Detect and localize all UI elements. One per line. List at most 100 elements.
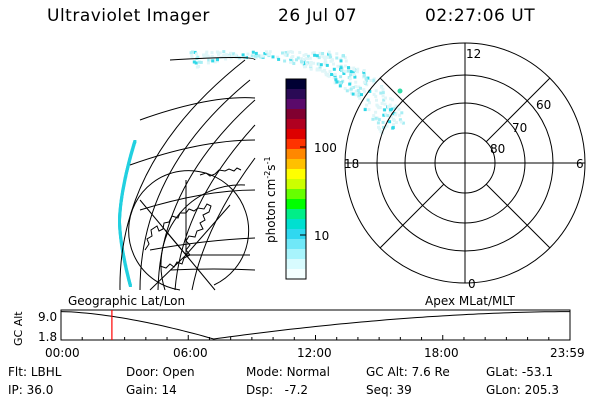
emission-pixel bbox=[354, 84, 358, 88]
emission-pixel bbox=[324, 60, 328, 64]
emission-pixel bbox=[206, 54, 210, 58]
longitude-curve bbox=[139, 97, 256, 121]
emission-pixel bbox=[377, 125, 380, 129]
emission-pixel bbox=[344, 59, 348, 63]
emission-pixel bbox=[343, 56, 347, 60]
emission-pixel bbox=[206, 61, 210, 65]
colorbar-tick-100: 100 bbox=[314, 141, 337, 155]
emission-pixel bbox=[371, 78, 375, 82]
emission-pixel bbox=[298, 51, 302, 54]
emission-pixel bbox=[394, 121, 398, 124]
emission-pixel bbox=[374, 89, 378, 93]
emission-pixel bbox=[326, 55, 330, 59]
emission-pixel bbox=[401, 121, 405, 125]
timeline-xtick-1: 06:00 bbox=[173, 346, 208, 360]
emission-pixel bbox=[364, 77, 368, 81]
instrument-title: Ultraviolet Imager bbox=[47, 6, 210, 26]
polar-circle bbox=[128, 170, 250, 291]
emission-pixel bbox=[327, 50, 331, 54]
emission-pixel bbox=[217, 53, 221, 57]
emission-pixel bbox=[254, 51, 258, 55]
emission-pixel bbox=[360, 93, 363, 97]
emission-pixel bbox=[328, 70, 332, 74]
colorbar-swatch bbox=[286, 239, 306, 250]
colorbar-swatch bbox=[286, 139, 306, 150]
emission-pixel bbox=[350, 91, 353, 95]
mlt-label-12: 12 bbox=[466, 47, 482, 61]
timeline-xtick-4: 23:59 bbox=[550, 346, 585, 360]
emission-pixel bbox=[218, 51, 222, 55]
status-ip: IP: 36.0 bbox=[8, 383, 54, 397]
timeline-xtick-2: 12:00 bbox=[297, 346, 332, 360]
emission-pixel bbox=[321, 54, 325, 58]
emission-pixel bbox=[354, 93, 358, 97]
emission-pixel bbox=[330, 58, 334, 62]
emission-pixel bbox=[372, 80, 375, 84]
emission-pixel bbox=[369, 79, 373, 82]
latitude-arc bbox=[157, 99, 256, 291]
emission-pixel bbox=[400, 111, 404, 115]
emission-pixel bbox=[354, 80, 358, 84]
emission-pixel bbox=[335, 56, 339, 60]
emission-pixel bbox=[204, 55, 207, 59]
emission-pixel bbox=[306, 54, 310, 58]
emission-pixel bbox=[318, 68, 322, 72]
emission-pixel bbox=[328, 53, 332, 57]
emission-pixel bbox=[321, 52, 325, 55]
coastline bbox=[199, 167, 242, 177]
colorbar-swatch bbox=[286, 269, 306, 280]
status-door: Door: Open bbox=[126, 365, 195, 379]
emission-pixel bbox=[296, 56, 300, 60]
emission-pixel bbox=[192, 60, 196, 64]
emission-pixel bbox=[383, 108, 387, 112]
lat-label-70: 70 bbox=[512, 121, 528, 135]
emission-pixel bbox=[391, 126, 395, 130]
emission-pixel bbox=[379, 91, 383, 95]
emission-pixel bbox=[327, 74, 331, 78]
emission-pixel bbox=[210, 55, 214, 59]
auroral-point bbox=[397, 88, 403, 94]
colorbar-swatch bbox=[286, 119, 306, 130]
emission-pixel bbox=[357, 85, 361, 89]
longitude-curve bbox=[169, 268, 256, 271]
emission-pixel bbox=[381, 94, 385, 98]
emission-pixel bbox=[260, 54, 264, 58]
emission-pixel bbox=[357, 91, 361, 95]
timeline-xtick-0: 00:00 bbox=[45, 346, 80, 360]
emission-pixel bbox=[391, 98, 394, 102]
emission-pixel bbox=[357, 94, 361, 98]
auroral-emission bbox=[118, 50, 405, 287]
emission-pixel bbox=[383, 102, 387, 106]
emission-pixel bbox=[197, 64, 201, 68]
emission-pixel bbox=[332, 67, 336, 71]
emission-pixel bbox=[352, 67, 356, 71]
emission-pixel bbox=[372, 92, 376, 96]
emission-pixel bbox=[302, 53, 306, 57]
emission-pixel bbox=[316, 62, 320, 66]
coastline bbox=[144, 203, 212, 269]
emission-pixel bbox=[213, 60, 217, 64]
meridian-line bbox=[164, 229, 187, 256]
colorbar-swatch bbox=[286, 109, 306, 120]
emission-pixel bbox=[324, 55, 328, 59]
emission-pixel bbox=[199, 60, 203, 64]
emission-pixel bbox=[317, 56, 321, 60]
emission-pixel bbox=[283, 59, 287, 63]
emission-pixel bbox=[325, 63, 329, 67]
emission-pixel bbox=[319, 52, 323, 56]
emission-pixel bbox=[335, 80, 339, 84]
emission-pixel bbox=[390, 115, 393, 119]
mlt-diagonal bbox=[379, 183, 445, 249]
colorbar-swatch bbox=[286, 209, 306, 220]
emission-pixel bbox=[348, 77, 352, 81]
emission-pixel bbox=[371, 117, 375, 121]
emission-pixel bbox=[388, 105, 392, 108]
colorbar-swatch bbox=[286, 199, 306, 210]
emission-pixel bbox=[339, 75, 343, 79]
polar-circle bbox=[160, 184, 246, 291]
emission-pixel bbox=[257, 54, 261, 58]
emission-pixel bbox=[358, 96, 362, 100]
emission-pixel bbox=[393, 113, 397, 117]
